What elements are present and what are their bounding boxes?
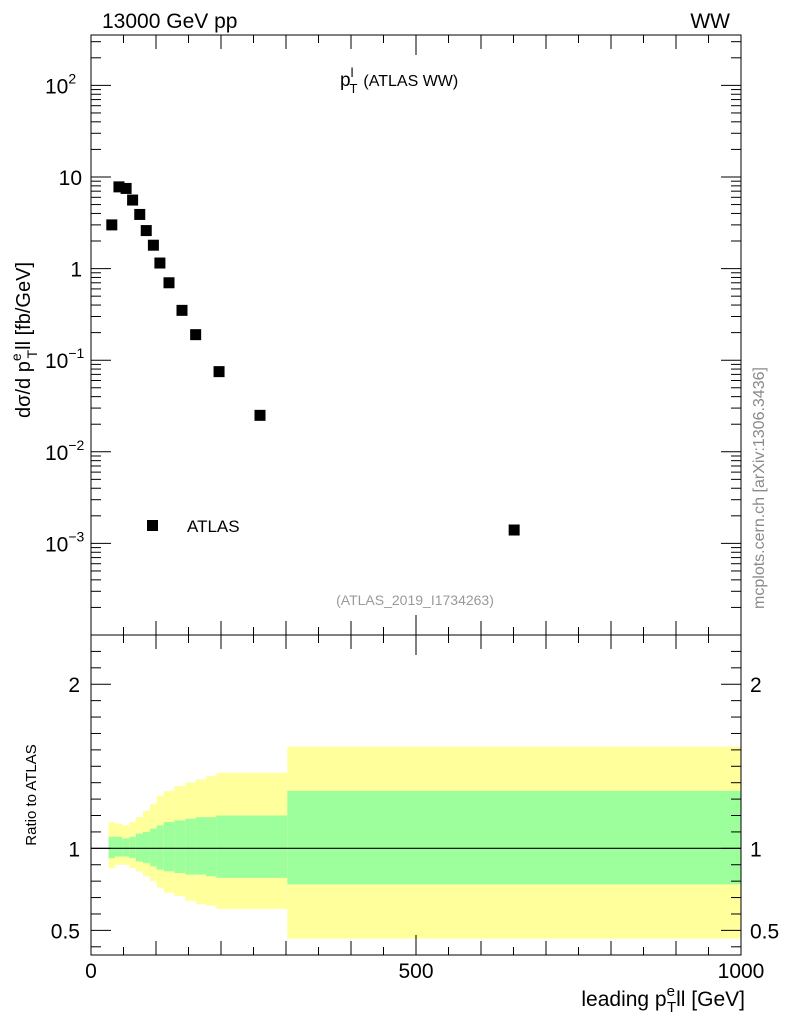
data-point-atlas	[106, 219, 118, 231]
data-point-atlas	[176, 304, 188, 316]
data-point-atlas	[140, 225, 152, 237]
data-point-atlas	[134, 208, 146, 220]
ratio-inner-band	[143, 831, 151, 864]
data-point-atlas	[213, 366, 225, 378]
legend-label-atlas: ATLAS	[187, 517, 240, 536]
ratio-inner-band	[216, 815, 288, 878]
ratio-inner-band	[156, 825, 164, 870]
ratio-tick-label-left: 2	[68, 674, 80, 697]
ratio-tick-label-right: 1	[750, 838, 762, 861]
header-energy-label: 13000 GeV pp	[102, 10, 237, 33]
ratio-inner-band	[185, 818, 196, 875]
side-source-label: mcplots.cern.ch [arXiv:1306.3436]	[751, 367, 768, 609]
y-tick-label: 10−3	[45, 528, 85, 556]
ratio-axis-label: Ratio to ATLAS	[23, 744, 40, 845]
ratio-inner-band	[150, 828, 157, 867]
y-tick-label: 10	[59, 167, 82, 190]
main-panel-frame	[90, 34, 742, 636]
y-tick-label: 10−2	[45, 437, 85, 465]
data-point-atlas	[508, 524, 520, 536]
ratio-inner-band	[163, 822, 175, 872]
data-point-atlas	[154, 257, 166, 269]
data-point-atlas	[163, 277, 175, 289]
ratio-inner-band	[174, 820, 186, 873]
x-tick-label: 1000	[718, 960, 765, 983]
data-point-atlas	[113, 181, 125, 193]
ratio-tick-label-right: 0.5	[750, 920, 779, 943]
x-axis-label: leading pe Tll [GeV]	[581, 983, 745, 1016]
ratio-inner-band	[287, 790, 741, 885]
y-tick-label: 102	[45, 70, 76, 98]
ratio-tick-label-left: 1	[68, 838, 80, 861]
ratio-tick-label-left: 0.5	[51, 920, 80, 943]
y-tick-label: 10−1	[45, 345, 85, 373]
ratio-inner-band	[129, 836, 136, 859]
data-point-atlas	[127, 194, 139, 206]
ratio-inner-band	[122, 838, 130, 857]
data-point-atlas	[120, 182, 132, 194]
y-tick-label: 1	[70, 259, 82, 282]
plot-title: pl T (ATLAS WW)	[340, 65, 458, 96]
data-point-atlas	[147, 239, 159, 251]
y-axis-label: dσ/d peTll [fb/GeV]	[8, 262, 40, 418]
data-point-atlas	[254, 409, 266, 421]
header-process-label: WW	[690, 10, 730, 33]
ratio-inner-band	[195, 817, 207, 875]
ratio-inner-band	[206, 817, 217, 877]
data-point-atlas	[190, 329, 202, 341]
legend: ATLAS	[147, 517, 240, 536]
ratio-inner-band	[115, 836, 123, 857]
x-tick-label: 0	[85, 960, 97, 983]
ratio-panel-frame	[90, 634, 742, 956]
ratio-inner-band	[135, 833, 143, 862]
analysis-reference-note: (ATLAS_2019_I1734263)	[336, 592, 494, 608]
legend-marker-square	[147, 520, 158, 531]
ratio-tick-label-right: 2	[750, 674, 762, 697]
x-tick-label: 500	[398, 960, 433, 983]
ratio-inner-band	[108, 836, 116, 859]
